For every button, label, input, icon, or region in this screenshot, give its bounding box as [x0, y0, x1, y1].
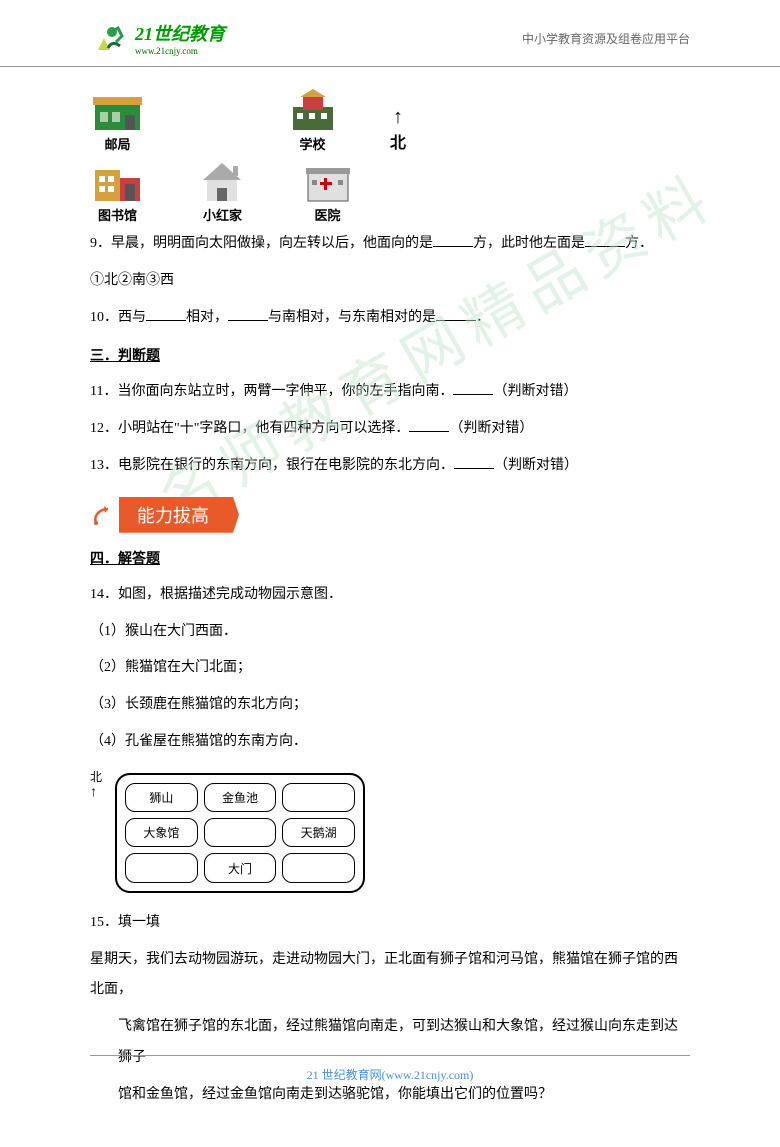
q10-text-c: 与南相对，与东南相对的是 — [268, 310, 436, 325]
content: 邮局 学校 ↑ 北 — [0, 67, 780, 1147]
zoo-cell: 天鹅湖 — [282, 818, 355, 847]
header-subtitle: 中小学教育资源及组卷应用平台 — [522, 30, 690, 47]
map-label: 学校 — [299, 134, 325, 153]
map-item-home: 小红家 — [195, 158, 250, 224]
blank[interactable] — [454, 451, 494, 469]
question-9-options: ①北②南③西 — [90, 266, 690, 297]
badge-row: 能力拔高 — [90, 497, 690, 533]
map-label: 小红家 — [203, 205, 242, 224]
logo-url: www.21cnjy.com — [135, 46, 225, 56]
q11-text-b: （判断对错） — [493, 384, 577, 399]
q9-text-b: 方，此时他左面是 — [473, 236, 585, 251]
question-13: 13．电影院在银行的东南方向，银行在电影院的东北方向． （判断对错） — [90, 451, 690, 482]
q12-text-a: 12．小明站在"十"字路口，他有四种方向可以选择． — [90, 421, 409, 436]
map-label: 邮局 — [104, 134, 130, 153]
question-11: 11．当你面向东站立时，两臂一字伸平，你的左手指向南． （判断对错） — [90, 377, 690, 408]
zoo-cell[interactable] — [282, 853, 355, 882]
zoo-diagram: 北 ↑ 狮山 金鱼池 大象馆 天鹅湖 大门 — [90, 768, 370, 898]
q10-text-b: 相对， — [186, 310, 228, 325]
question-15-intro: 15．填一填 — [90, 908, 690, 939]
question-14-subs: （1）猴山在大门西面． （2）熊猫馆在大门北面； （3）长颈鹿在熊猫馆的东北方向… — [90, 617, 690, 758]
question-15-body1: 星期天，我们去动物园游玩，走进动物园大门，正北面有狮子馆和河马馆，熊猫馆在狮子馆… — [90, 945, 690, 1007]
home-icon — [195, 158, 250, 203]
zoo-cell[interactable] — [125, 853, 198, 882]
blank[interactable] — [409, 414, 449, 432]
north-label: 北 — [390, 129, 406, 153]
q14-sub1: （1）猴山在大门西面． — [90, 617, 690, 648]
section-4-title: 四．解答题 — [90, 548, 690, 568]
map-item-school: 学校 — [285, 87, 340, 153]
zoo-cell[interactable] — [282, 783, 355, 812]
map-item-post-office: 邮局 — [90, 87, 145, 153]
page-header: 21世纪教育 www.21cnjy.com 中小学教育资源及组卷应用平台 — [0, 0, 780, 67]
school-icon — [285, 87, 340, 132]
q10-text-d: ． — [476, 310, 490, 325]
zoo-box: 狮山 金鱼池 大象馆 天鹅湖 大门 — [115, 773, 365, 893]
post-office-icon — [90, 87, 145, 132]
q14-sub2: （2）熊猫馆在大门北面； — [90, 653, 690, 684]
north-indicator: ↑ 北 — [390, 106, 406, 153]
question-14-intro: 14．如图，根据描述完成动物园示意图． — [90, 580, 690, 611]
q9-text-c: 方． — [625, 236, 653, 251]
map-item-hospital: 医院 — [300, 158, 355, 224]
question-10: 10．西与 相对， 与南相对，与东南相对的是 ． — [90, 303, 690, 334]
blank[interactable] — [228, 303, 268, 321]
logo-icon — [90, 20, 130, 56]
section-3-title: 三．判断题 — [90, 345, 690, 365]
q9-text-a: 9．早晨，明明面向太阳做操，向左转以后，他面向的是 — [90, 236, 433, 251]
hospital-icon — [300, 158, 355, 203]
zoo-north-label: 北 — [90, 770, 102, 784]
q13-text-a: 13．电影院在银行的东南方向，银行在电影院的东北方向． — [90, 458, 454, 473]
blank[interactable] — [585, 229, 625, 247]
q14-sub3: （3）长颈鹿在熊猫馆的东北方向； — [90, 690, 690, 721]
north-arrow-icon: ↑ — [393, 106, 403, 129]
library-icon — [90, 158, 145, 203]
map-row-2: 图书馆 小红家 医院 — [90, 158, 690, 224]
map-label: 图书馆 — [98, 205, 137, 224]
q13-text-b: （判断对错） — [494, 458, 578, 473]
logo-text: 21世纪教育 www.21cnjy.com — [135, 20, 225, 56]
q12-text-b: （判断对错） — [449, 421, 533, 436]
question-9: 9．早晨，明明面向太阳做操，向左转以后，他面向的是 方，此时他左面是 方． — [90, 229, 690, 260]
zoo-north-arrow-icon: ↑ — [90, 785, 97, 800]
zoo-cell[interactable] — [204, 818, 277, 847]
map-row-1: 邮局 学校 ↑ 北 — [90, 87, 690, 153]
blank[interactable] — [146, 303, 186, 321]
blank[interactable] — [453, 377, 493, 395]
badge-arrow-icon — [90, 503, 114, 527]
logo: 21世纪教育 www.21cnjy.com — [90, 20, 225, 56]
ability-badge: 能力拔高 — [119, 497, 239, 533]
page-footer: 21 世纪教育网(www.21cnjy.com) — [90, 1055, 690, 1083]
q10-text-a: 10．西与 — [90, 310, 146, 325]
zoo-cell: 大门 — [204, 853, 277, 882]
zoo-cell: 金鱼池 — [204, 783, 277, 812]
zoo-north-indicator: 北 ↑ — [90, 768, 102, 801]
question-15-body3: 馆和金鱼馆，经过金鱼馆向南走到达骆驼馆，你能填出它们的位置吗？ — [90, 1080, 690, 1111]
blank[interactable] — [436, 303, 476, 321]
q14-sub4: （4）孔雀屋在熊猫馆的东南方向． — [90, 727, 690, 758]
zoo-cell: 大象馆 — [125, 818, 198, 847]
q11-text-a: 11．当你面向东站立时，两臂一字伸平，你的左手指向南． — [90, 384, 453, 399]
logo-title: 21世纪教育 — [135, 20, 225, 46]
blank[interactable] — [433, 229, 473, 247]
zoo-grid: 狮山 金鱼池 大象馆 天鹅湖 大门 — [125, 783, 355, 883]
map-label: 医院 — [314, 205, 340, 224]
map-item-library: 图书馆 — [90, 158, 145, 224]
question-12: 12．小明站在"十"字路口，他有四种方向可以选择． （判断对错） — [90, 414, 690, 445]
zoo-cell: 狮山 — [125, 783, 198, 812]
